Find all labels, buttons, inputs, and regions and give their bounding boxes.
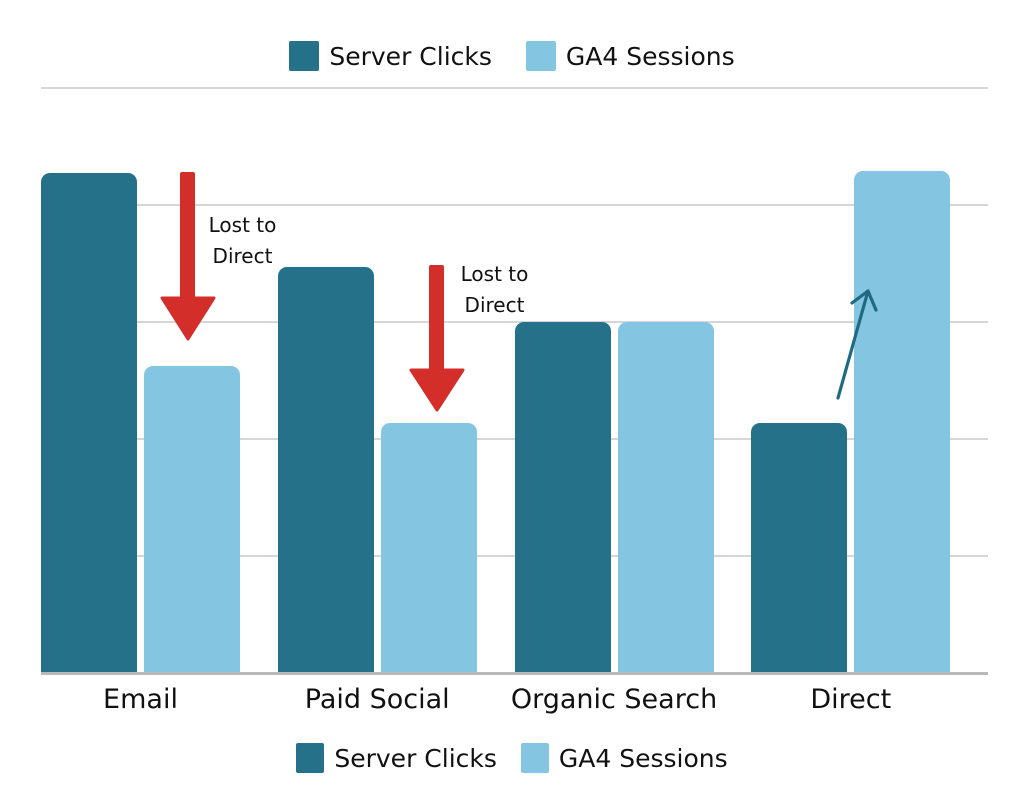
annotation-line: Lost to (460, 262, 529, 286)
legend-label: GA4 Sessions (565, 41, 735, 71)
legend-item-ga4-sessions[interactable]: GA4 Sessions (525, 41, 735, 71)
annotation-line: Direct (464, 293, 525, 317)
bar-paid-social-server-clicks[interactable] (277, 267, 374, 673)
legend-item-ga4-sessions[interactable]: GA4 Sessions (520, 743, 728, 773)
bar-email-ga4-sessions[interactable] (144, 366, 240, 673)
legend-swatch-server-clicks (296, 743, 325, 773)
bar-paid-social-ga4-sessions[interactable] (380, 422, 477, 673)
legend-label: GA4 Sessions (558, 743, 728, 773)
annotation-line: Lost to (208, 213, 277, 237)
x-axis-label: Paid Social (304, 684, 450, 715)
down-arrow-icon (160, 172, 216, 341)
bar-direct-ga4-sessions[interactable] (854, 171, 951, 673)
legend-item-server-clicks[interactable]: Server Clicks (296, 743, 497, 773)
up-arrow-icon (836, 289, 878, 400)
x-axis-label: Email (103, 684, 178, 715)
annotation-lost-to-direct-email: Lost to Direct (195, 210, 290, 272)
bar-organic-search-ga4-sessions[interactable] (617, 322, 714, 673)
legend-bottom: Server Clicks GA4 Sessions (0, 740, 1024, 776)
legend-top: Server Clicks GA4 Sessions (0, 38, 1024, 74)
x-axis-baseline (41, 672, 988, 675)
gridline (41, 204, 988, 206)
legend-swatch-server-clicks (289, 41, 320, 71)
bar-organic-search-server-clicks[interactable] (514, 322, 611, 673)
bar-email-server-clicks[interactable] (41, 173, 137, 673)
x-axis-label: Organic Search (510, 684, 718, 715)
x-axis-label: Direct (810, 684, 892, 715)
annotation-lost-to-direct-paid-social: Lost to Direct (447, 259, 542, 321)
bar-direct-server-clicks[interactable] (751, 422, 848, 673)
gridline (41, 321, 988, 323)
legend-label: Server Clicks (334, 743, 497, 773)
gridline (41, 87, 988, 89)
legend-swatch-ga4-sessions (525, 41, 556, 71)
legend-label: Server Clicks (329, 41, 492, 71)
legend-swatch-ga4-sessions (520, 743, 549, 773)
down-arrow-icon (409, 265, 465, 412)
annotation-line: Direct (212, 244, 273, 268)
legend-item-server-clicks[interactable]: Server Clicks (289, 41, 492, 71)
